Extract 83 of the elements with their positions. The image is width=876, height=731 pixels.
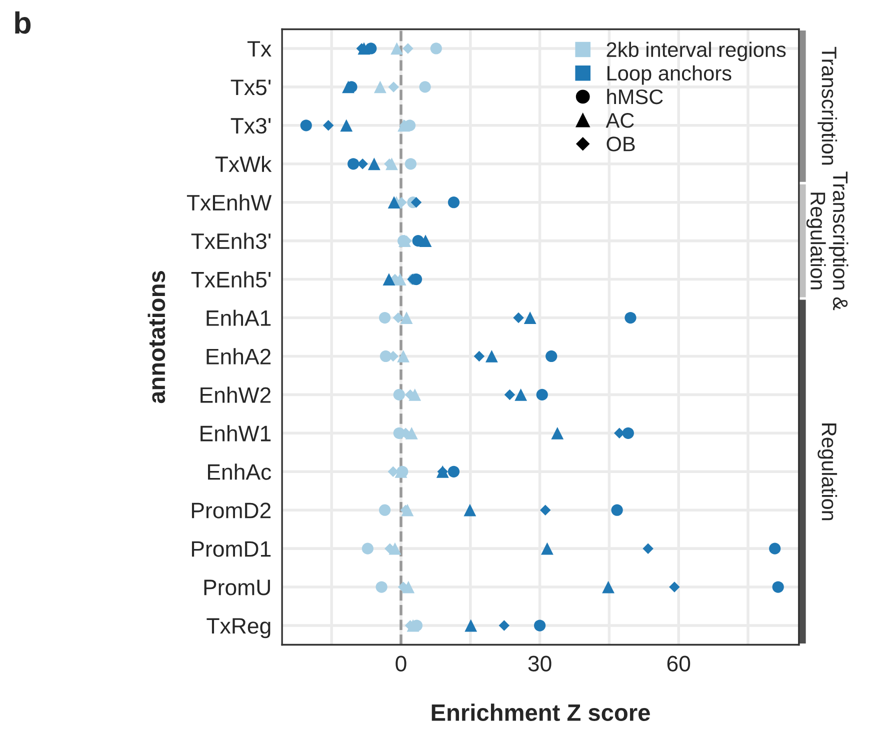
y-tick-label: TxEnhW <box>186 194 272 210</box>
point <box>340 119 353 132</box>
point <box>404 158 417 170</box>
point <box>769 542 781 554</box>
x-axis-title: Enrichment Z score <box>432 704 650 721</box>
y-tick-label: EnhW1 <box>200 425 271 442</box>
point <box>400 312 413 324</box>
point <box>348 158 360 170</box>
y-tick-label: TxEnh5' <box>191 271 271 288</box>
y-tick-label: EnhA2 <box>206 348 271 364</box>
text: Transcription <box>818 46 838 165</box>
text: Regulation <box>818 424 838 520</box>
point <box>464 504 476 516</box>
legend-label: Loop anchors <box>607 65 732 85</box>
y-tick-label: PromU <box>204 580 270 596</box>
point <box>669 582 680 592</box>
point <box>362 542 374 554</box>
point <box>622 427 634 439</box>
point <box>419 234 432 248</box>
point <box>388 82 399 92</box>
point <box>611 504 623 516</box>
x-tick-label: 60 <box>667 656 690 672</box>
point <box>300 120 312 132</box>
point <box>393 388 405 401</box>
point <box>546 350 558 362</box>
annotation: hMSC <box>607 88 663 104</box>
point <box>357 158 368 170</box>
y-tick-label: PromD1 <box>192 541 271 557</box>
point <box>419 81 431 93</box>
point <box>551 426 564 440</box>
x-tick-label: 0 <box>396 656 406 672</box>
y-tick-label: Tx3' <box>230 118 271 134</box>
point <box>342 80 354 94</box>
annotation: AC <box>606 113 634 128</box>
point <box>410 196 422 208</box>
y-tick-label: TxEnh3' <box>191 232 271 250</box>
point <box>376 581 388 593</box>
point <box>374 80 386 94</box>
point <box>464 619 478 632</box>
y-tick-label: EnhAc <box>208 464 272 480</box>
point <box>378 312 391 324</box>
point <box>540 542 554 555</box>
point <box>448 196 460 208</box>
x-tick-label: 30 <box>528 656 552 672</box>
point <box>602 580 614 594</box>
y-tick-label: Tx <box>247 41 272 57</box>
point <box>378 504 391 516</box>
point <box>388 196 400 209</box>
point <box>536 388 548 401</box>
point <box>624 312 636 324</box>
text: b <box>15 11 31 34</box>
y-tick-label: TxWk <box>215 156 272 172</box>
point <box>392 312 404 324</box>
legend-label: 2kb interval regions <box>606 42 786 62</box>
y-tick-label: TxReg <box>206 618 270 638</box>
point <box>368 158 380 170</box>
y-tick-label: Tx5' <box>230 80 271 96</box>
point <box>642 543 654 554</box>
point <box>514 388 528 401</box>
point <box>485 350 498 362</box>
point <box>405 426 418 440</box>
point <box>513 312 524 324</box>
point <box>534 620 546 632</box>
y-axis-title: annotations <box>148 271 166 404</box>
point <box>397 350 410 362</box>
point <box>772 581 784 593</box>
point <box>382 273 396 286</box>
point <box>388 466 398 478</box>
annotation: OB <box>606 136 635 152</box>
y-tick-label: EnhA1 <box>206 310 271 326</box>
point <box>504 389 516 400</box>
point <box>390 42 404 55</box>
point <box>540 504 551 516</box>
point <box>448 466 460 478</box>
point <box>498 620 510 631</box>
point <box>474 350 485 362</box>
text: Transcription & Regulation <box>806 172 848 310</box>
point <box>430 42 442 54</box>
y-tick-label: PromD2 <box>192 502 271 518</box>
point <box>524 312 536 324</box>
y-tick-label: EnhW2 <box>200 386 271 403</box>
point <box>322 120 334 131</box>
point <box>402 43 414 54</box>
